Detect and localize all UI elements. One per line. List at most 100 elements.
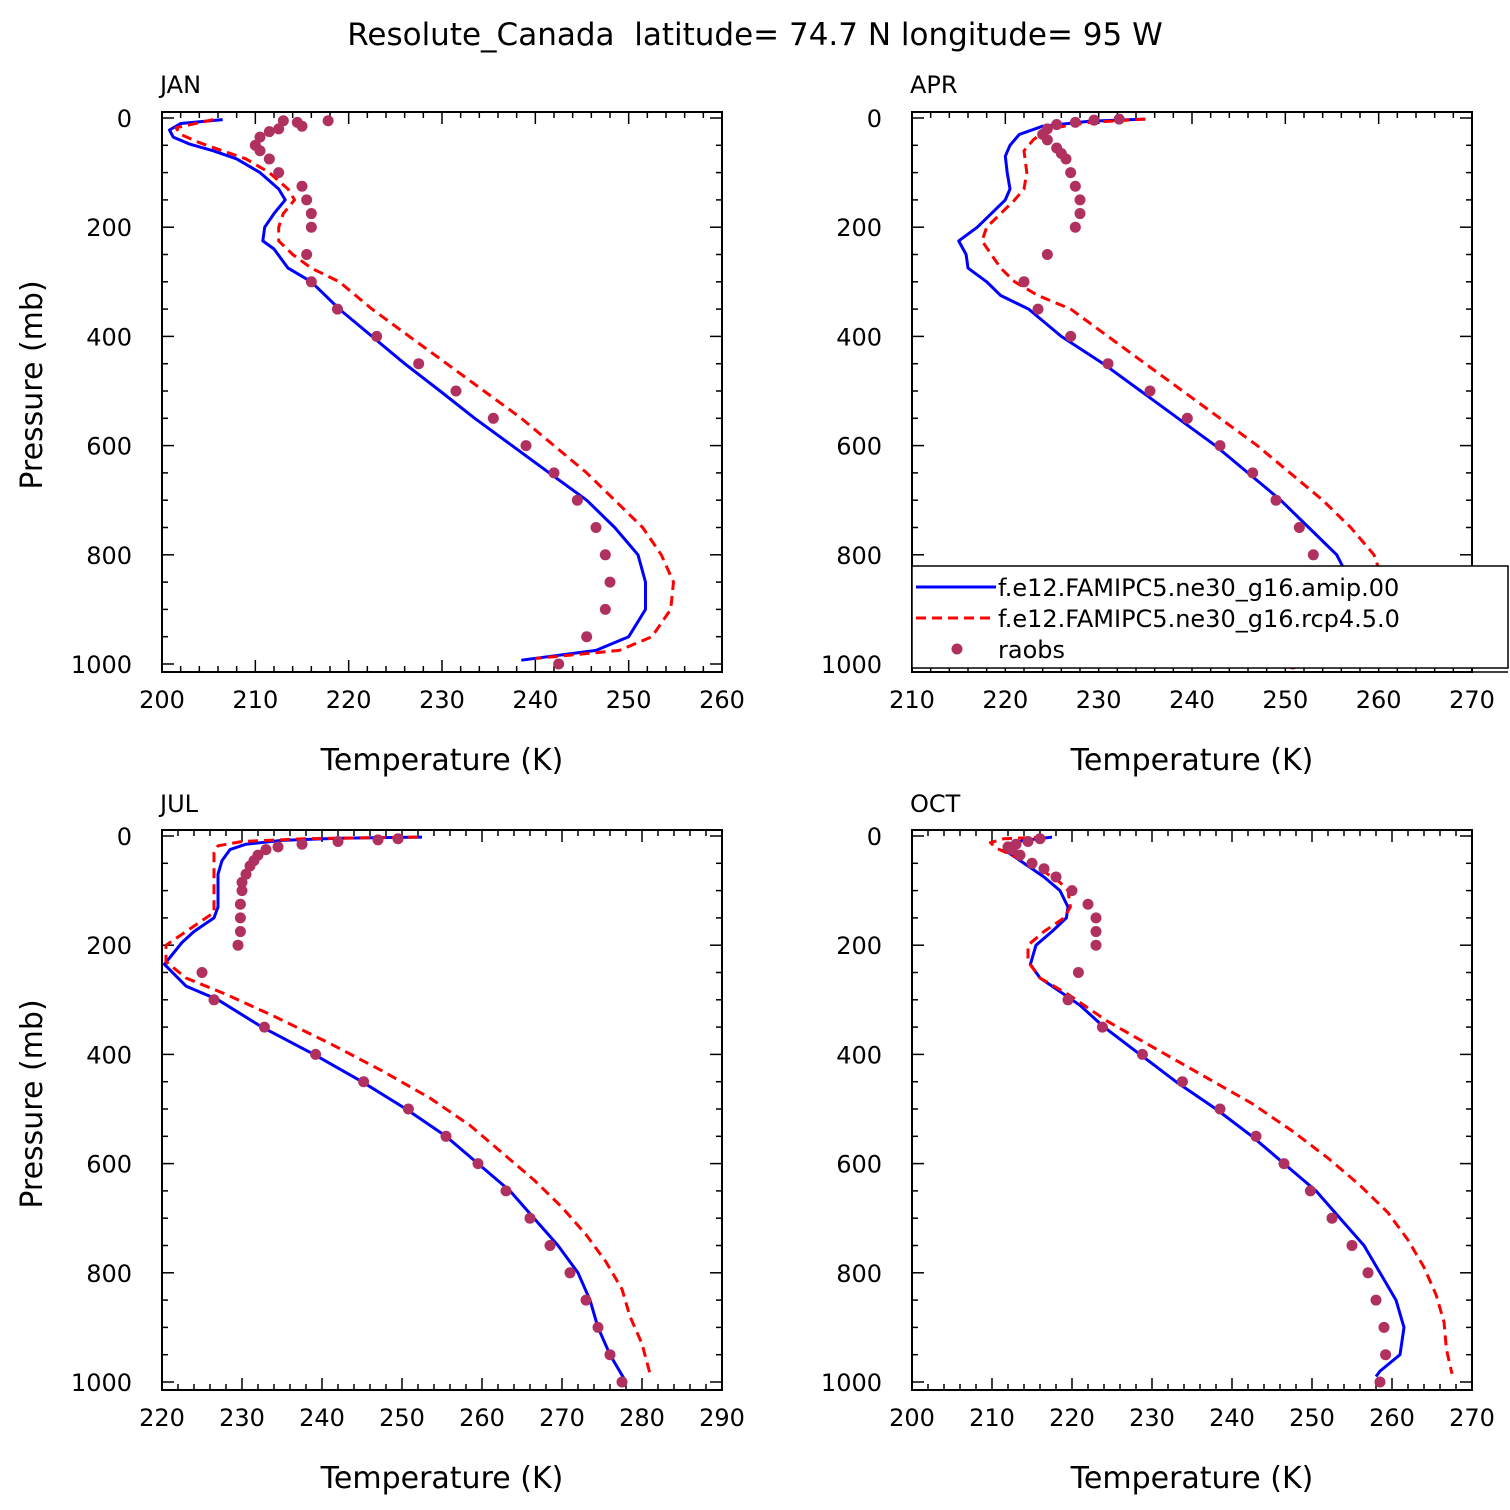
raobs-point — [1362, 1267, 1374, 1279]
raobs-point — [1062, 994, 1074, 1006]
raobs-point — [1113, 113, 1125, 125]
raobs-point — [1041, 134, 1053, 146]
raobs-point — [1102, 358, 1114, 370]
raobs-point — [1144, 385, 1156, 397]
raobs-point — [272, 841, 284, 853]
raobs-point — [1380, 1349, 1392, 1361]
raobs-point — [599, 549, 611, 561]
raobs-point — [520, 440, 532, 452]
raobs-point — [548, 467, 560, 479]
y-tick-label: 0 — [867, 105, 882, 133]
raobs-point — [402, 1103, 414, 1115]
y-tick-label: 200 — [86, 932, 132, 960]
raobs-point — [236, 876, 248, 888]
y-axis-title: Pressure (mb) — [15, 999, 50, 1208]
raobs-point — [331, 303, 343, 315]
x-tick-label: 210 — [232, 686, 278, 714]
x-tick-label: 220 — [139, 1404, 185, 1432]
raobs-point — [296, 180, 308, 192]
x-tick-label: 250 — [1289, 1404, 1335, 1432]
y-tick-label: 800 — [836, 542, 882, 570]
x-axis-title: Temperature (K) — [1070, 1461, 1314, 1496]
raobs-point — [234, 898, 246, 910]
amip-line — [168, 118, 647, 662]
raobs-point — [263, 126, 275, 138]
raobs-point — [487, 412, 499, 424]
raobs-point — [1069, 180, 1081, 192]
raobs-point — [1304, 1185, 1316, 1197]
raobs-point — [273, 167, 285, 179]
legend-raobs-label: raobs — [998, 636, 1065, 664]
x-tick-label: 220 — [982, 686, 1028, 714]
raobs-point — [208, 994, 220, 1006]
raobs-point — [553, 658, 565, 670]
raobs-point — [1026, 857, 1038, 869]
legend: f.e12.FAMIPC5.ne30_g16.amip.00 f.e12.FAM… — [911, 565, 1509, 673]
raobs-point — [1090, 939, 1102, 951]
y-tick-label: 600 — [86, 433, 132, 461]
raobs-point — [196, 967, 208, 978]
panel-title: JAN — [158, 71, 201, 99]
raobs-point — [1176, 1076, 1188, 1088]
x-tick-label: 240 — [512, 686, 558, 714]
raobs-point — [232, 939, 244, 951]
x-tick-label: 220 — [326, 686, 372, 714]
y-tick-label: 200 — [836, 214, 882, 242]
raobs-point — [332, 835, 344, 847]
raobs-point — [244, 860, 256, 872]
x-tick-label: 250 — [379, 1404, 425, 1432]
x-axis-title: Temperature (K) — [1070, 743, 1314, 778]
x-tick-label: 270 — [1449, 1404, 1495, 1432]
raobs-point — [616, 1376, 628, 1388]
panel-title: OCT — [910, 790, 961, 818]
raobs-point — [1278, 1158, 1290, 1170]
legend-rcp-label: f.e12.FAMIPC5.ne30_g16.rcp4.5.0 — [998, 605, 1400, 633]
plot-frame — [161, 829, 723, 1391]
raobs-point — [322, 115, 334, 127]
raobs-point — [254, 131, 266, 143]
raobs-point — [1006, 844, 1018, 856]
raobs-point — [472, 1158, 484, 1170]
y-tick-label: 0 — [867, 823, 882, 851]
x-tick-label: 260 — [1356, 686, 1402, 714]
x-tick-label: 230 — [1129, 1404, 1175, 1432]
raobs-point — [1072, 967, 1084, 978]
raobs-point — [1090, 926, 1102, 938]
y-tick-label: 1000 — [71, 1369, 132, 1397]
raobs-point — [1096, 1021, 1108, 1033]
raobs-point — [305, 221, 317, 233]
raobs-point — [1065, 330, 1077, 342]
x-tick-label: 200 — [889, 1404, 935, 1432]
raobs-point — [440, 1130, 452, 1142]
rcp-line — [174, 118, 675, 660]
x-tick-label: 280 — [619, 1404, 665, 1432]
y-tick-label: 400 — [86, 1041, 132, 1069]
x-tick-label: 290 — [699, 1404, 745, 1432]
x-tick-label: 260 — [699, 686, 745, 714]
raobs-point — [1069, 116, 1081, 128]
raobs-point — [599, 603, 611, 615]
raobs-point — [305, 276, 317, 288]
raobs-point — [1014, 849, 1026, 861]
panel-jan: JAN Temperature (K) Pressure (mb) 200 210… — [15, 71, 745, 778]
y-tick-label: 600 — [836, 433, 882, 461]
raobs-point — [1082, 898, 1094, 910]
amip-line — [957, 117, 1355, 660]
raobs-point — [1022, 835, 1034, 847]
raobs-point — [604, 1349, 616, 1361]
y-tick-label: 400 — [836, 1041, 882, 1069]
raobs-point — [301, 194, 313, 206]
raobs-point — [1214, 1103, 1226, 1115]
plot-frame — [911, 829, 1473, 1391]
raobs-point — [1370, 1294, 1382, 1306]
raobs-point — [1038, 863, 1050, 875]
rcp-line — [164, 835, 652, 1375]
panel-title: APR — [910, 71, 958, 99]
amip-line — [1002, 835, 1406, 1378]
raobs-point — [1065, 167, 1077, 179]
raobs-point — [592, 1321, 604, 1333]
figure-title: Resolute_Canada latitude= 74.7 N longitu… — [347, 17, 1163, 53]
raobs-point — [580, 1294, 592, 1306]
raobs-point — [1346, 1240, 1358, 1251]
raobs-point — [1378, 1321, 1390, 1333]
